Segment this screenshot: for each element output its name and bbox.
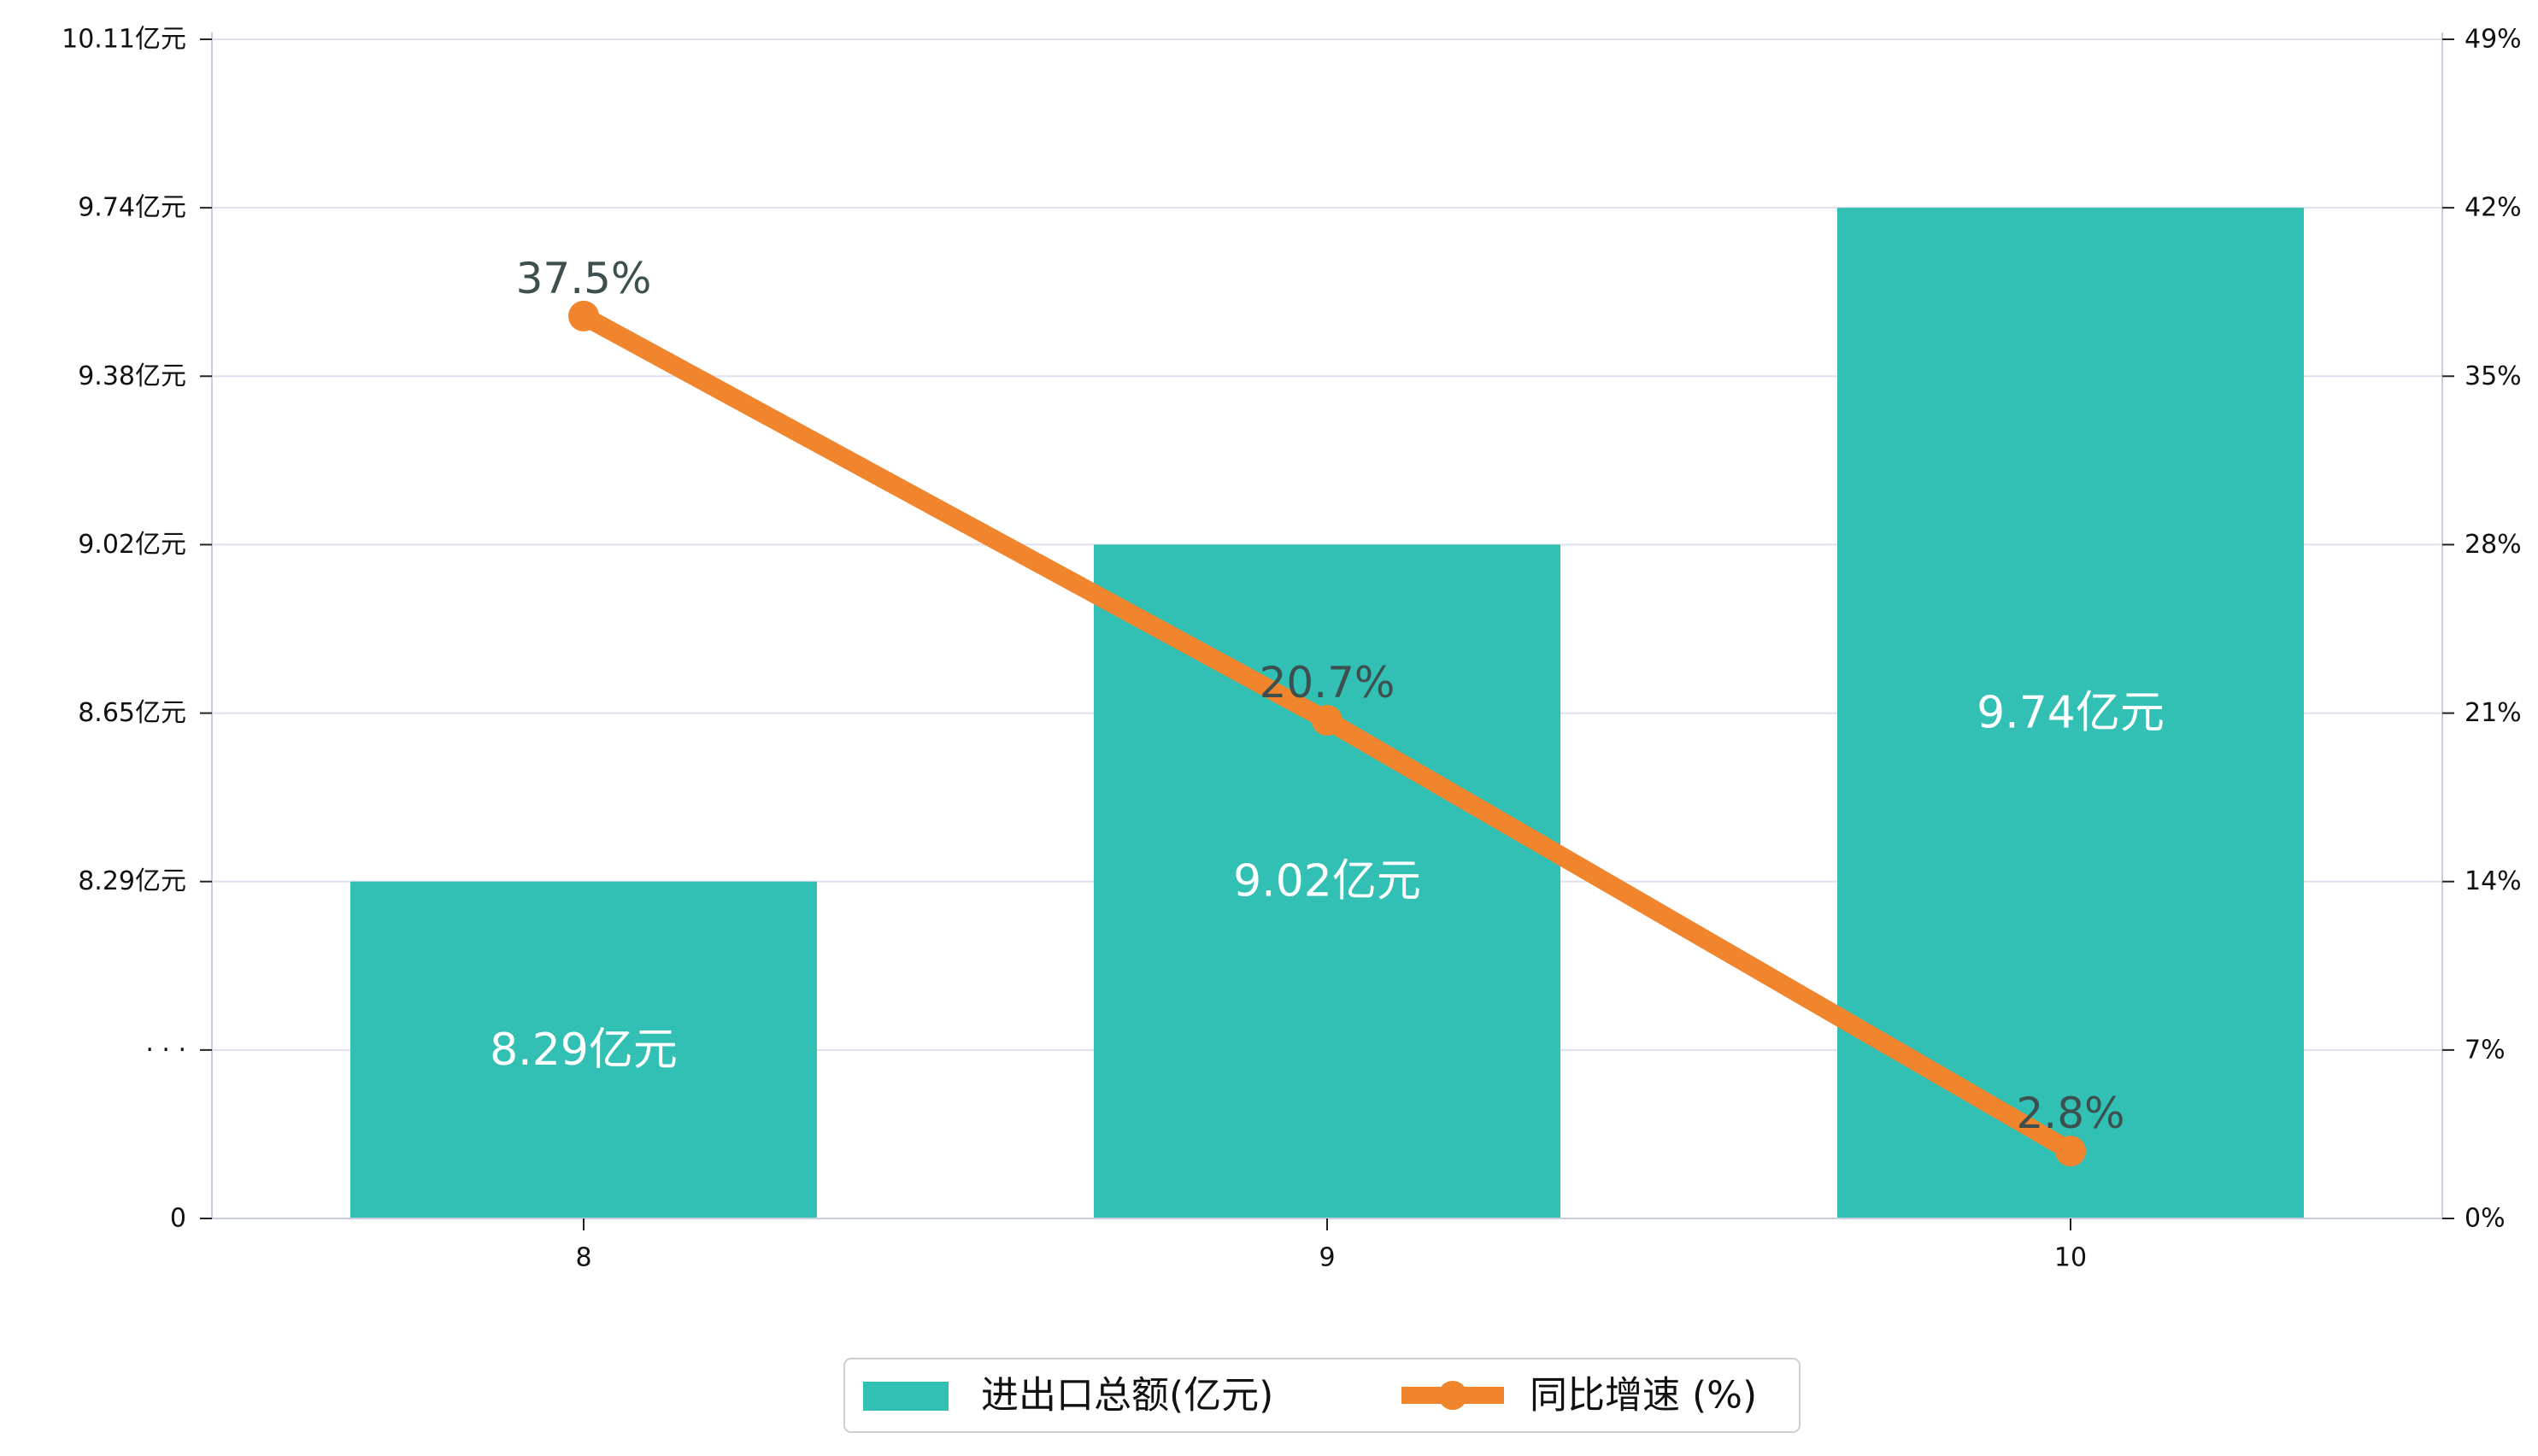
bar-series — [350, 208, 2304, 1219]
y-tick-label-left: 8.65亿元 — [78, 698, 186, 728]
legend-bar-swatch — [863, 1382, 949, 1411]
bar-value-label: 8.29亿元 — [490, 1024, 678, 1076]
bar-value-label: 9.02亿元 — [1233, 856, 1421, 907]
y-tick-label-left: 9.74亿元 — [78, 193, 186, 223]
axes: 0 · · · 8.29亿元 8.65亿元 9.02亿元 9.38亿元 9.74亿元 10.1… — [62, 25, 2522, 1273]
bar — [350, 881, 817, 1218]
y-tick-label-left: 8.29亿元 — [78, 866, 186, 896]
y-tick-label-right: 35% — [2465, 361, 2522, 391]
line-series — [568, 300, 2086, 1167]
y-tick-label-right: 42% — [2465, 193, 2522, 223]
growth-point — [1312, 705, 1342, 737]
y-tick-label-left: 0 — [170, 1204, 186, 1234]
y-tick-label-left: 10.11亿元 — [62, 25, 186, 55]
y-tick-label-left: · · · — [145, 1035, 186, 1065]
line-value-label: 37.5% — [516, 254, 652, 303]
x-tick-label: 8 — [575, 1243, 591, 1273]
bar — [1837, 208, 2304, 1219]
y-tick-label-right: 49% — [2465, 25, 2522, 55]
y-tick-label-left: 9.38亿元 — [78, 361, 186, 391]
data-labels: 8.29亿元 9.02亿元 9.74亿元 37.5% 20.7% 2.8% — [490, 254, 2165, 1138]
growth-point — [2055, 1136, 2086, 1167]
growth-point — [568, 300, 599, 332]
legend-box — [843, 1358, 1801, 1433]
legend-line-label: 同比增速 (%) — [1530, 1374, 1757, 1418]
y-tick-label-right: 28% — [2465, 530, 2522, 560]
y-tick-label-right: 14% — [2465, 866, 2522, 896]
x-tick-label: 10 — [2054, 1243, 2087, 1273]
y-tick-label-right: 0% — [2465, 1204, 2506, 1234]
legend-line-marker — [1438, 1381, 1467, 1410]
bar-value-label: 9.74亿元 — [1977, 688, 2165, 739]
y-tick-label-left: 9.02亿元 — [78, 530, 186, 560]
line-value-label: 2.8% — [2016, 1089, 2124, 1138]
line-value-label: 20.7% — [1260, 658, 1395, 707]
x-tick-label: 9 — [1319, 1243, 1335, 1273]
bar — [1094, 544, 1560, 1218]
legend[interactable]: 进出口总额(亿元) 同比增速 (%) — [843, 1358, 1801, 1433]
y-tick-label-right: 7% — [2465, 1035, 2506, 1065]
legend-bar-label: 进出口总额(亿元) — [981, 1374, 1273, 1418]
y-tick-label-right: 21% — [2465, 698, 2522, 728]
